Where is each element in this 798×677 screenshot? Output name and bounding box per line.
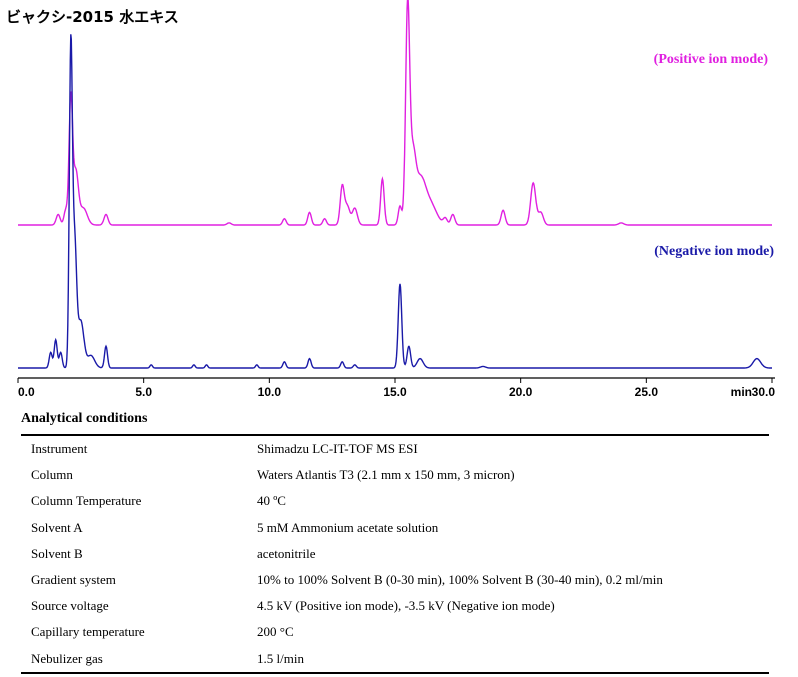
series-line-negative xyxy=(18,34,772,369)
x-tick-label: 0.0 xyxy=(18,385,35,399)
condition-key: Source voltage xyxy=(31,598,109,614)
series-line-positive xyxy=(18,0,772,226)
x-tick-label: 10.0 xyxy=(258,385,282,399)
condition-row: Solvent B acetonitrile xyxy=(21,541,769,567)
series-label-positive: (Positive ion mode) xyxy=(654,52,769,67)
x-tick-label: 30.0 xyxy=(752,385,776,399)
condition-row: Instrument Shimadzu LC-IT-TOF MS ESI xyxy=(21,435,769,462)
condition-row: Capillary temperature 200 °C xyxy=(21,619,769,645)
x-tick-label: 25.0 xyxy=(635,385,659,399)
x-tick-label: 20.0 xyxy=(509,385,533,399)
chromatogram-chart: (Positive ion mode) (Negative ion mode) … xyxy=(17,0,776,399)
condition-row: Column Waters Atlantis T3 (2.1 mm x 150 m… xyxy=(21,462,769,488)
condition-value: 4.5 kV (Positive ion mode), -3.5 kV (Neg… xyxy=(257,598,555,614)
x-tick-label: 5.0 xyxy=(135,385,152,399)
condition-key: Nebulizer gas xyxy=(31,650,103,666)
condition-value: acetonitrile xyxy=(257,545,316,561)
condition-key: Solvent B xyxy=(31,545,83,561)
condition-key: Solvent A xyxy=(31,519,83,535)
x-axis-unit: min xyxy=(731,385,752,399)
condition-key: Capillary temperature xyxy=(31,624,145,640)
condition-value: 10% to 100% Solvent B (0-30 min), 100% S… xyxy=(257,572,663,588)
condition-key: Column xyxy=(31,467,73,483)
condition-key: Instrument xyxy=(31,441,88,457)
condition-row: Gradient system 10% to 100% Solvent B (0-… xyxy=(21,567,769,593)
condition-key: Gradient system xyxy=(31,572,116,588)
condition-value: 1.5 l/min xyxy=(257,650,304,666)
condition-value: Waters Atlantis T3 (2.1 mm x 150 mm, 3 m… xyxy=(257,467,515,483)
condition-row: Nebulizer gas 1.5 l/min xyxy=(21,646,769,673)
condition-value: 40 ºC xyxy=(257,493,286,509)
condition-value: 5 mM Ammonium acetate solution xyxy=(257,519,439,535)
condition-row: Source voltage 4.5 kV (Positive ion mode)… xyxy=(21,593,769,619)
series-label-negative: (Negative ion mode) xyxy=(654,244,774,259)
conditions-table: Instrument Shimadzu LC-IT-TOF MS ESI Colum… xyxy=(21,434,769,674)
condition-value: Shimadzu LC-IT-TOF MS ESI xyxy=(257,441,418,457)
chart-title: ビャクシ-2015 水エキス xyxy=(6,8,179,26)
condition-row: Column Temperature 40 ºC xyxy=(21,488,769,514)
condition-key: Column Temperature xyxy=(31,493,142,509)
x-tick-label: 15.0 xyxy=(383,385,407,399)
condition-value: 200 °C xyxy=(257,624,294,640)
conditions-heading: Analytical conditions xyxy=(21,411,148,426)
condition-row: Solvent A 5 mM Ammonium acetate solution xyxy=(21,515,769,541)
